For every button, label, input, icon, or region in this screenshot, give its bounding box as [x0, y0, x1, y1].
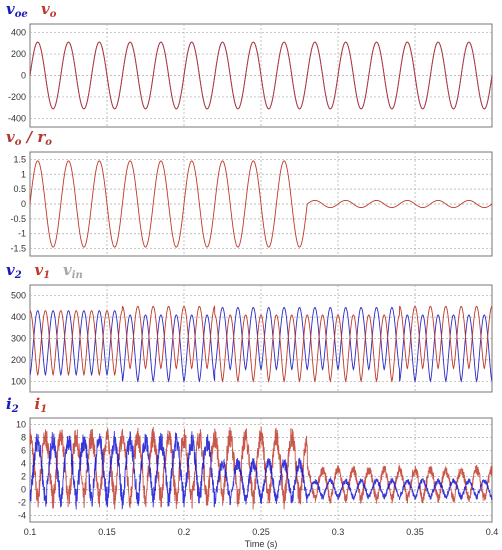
panel-3: 100 200 300 400 500 v2 v1 vin — [6, 261, 493, 393]
y-tick-label: 100 — [11, 376, 26, 386]
x-tick-label: 0.15 — [98, 527, 116, 537]
legend-label: voe — [6, 0, 28, 20]
y-tick-label: 300 — [11, 334, 26, 344]
series-line-v-o-r-o — [29, 160, 493, 248]
y-tick-label: 0 — [21, 485, 26, 495]
y-tick-label: 8 — [21, 433, 26, 443]
series-line-v-2 — [29, 306, 493, 383]
x-tick-label: 0.25 — [252, 527, 270, 537]
series-line-v-1 — [29, 305, 493, 383]
y-tick-label: 0.5 — [13, 184, 26, 194]
y-tick-label: 1.5 — [13, 154, 26, 164]
y-tick-label: 6 — [21, 446, 26, 456]
legend-label: i2 — [6, 395, 19, 415]
panel-4: -4 -2 0 2 4 6 8 10 i2 i1 0.1 0.15 0.2 0.25 0.3 0.35 0.4 T… — [6, 395, 498, 549]
y-tick-label: -1.5 — [10, 244, 26, 254]
y-tick-label: 200 — [11, 355, 26, 365]
x-tick-label: 0.3 — [332, 527, 345, 537]
x-axis-title: Time (s) — [245, 539, 278, 549]
y-tick-label: -200 — [8, 92, 26, 102]
x-tick-label: 0.2 — [178, 527, 191, 537]
series-line-i-1 — [29, 426, 493, 510]
series-line-i-2 — [29, 430, 493, 510]
y-tick-label: 400 — [11, 312, 26, 322]
y-tick-label: 4 — [21, 459, 26, 469]
y-tick-label: 2 — [21, 472, 26, 482]
y-tick-label: 1 — [21, 169, 26, 179]
y-tick-label: -1 — [18, 229, 26, 239]
y-tick-label: 0 — [21, 71, 26, 81]
y-tick-label: 400 — [11, 28, 26, 38]
legend-label: v2 — [6, 261, 22, 281]
x-tick-label: 0.35 — [406, 527, 424, 537]
x-tick-label: 0.1 — [24, 527, 37, 537]
y-tick-label: -2 — [18, 498, 26, 508]
y-tick-label: -4 — [18, 511, 26, 521]
legend-label: i1 — [35, 395, 48, 415]
y-tick-label: 0 — [21, 199, 26, 209]
legend-label: vin — [63, 261, 83, 281]
legend-label: vo / ro — [6, 128, 52, 148]
y-tick-label: -0.5 — [10, 214, 26, 224]
y-tick-label: 200 — [11, 49, 26, 59]
y-tick-label: 500 — [11, 291, 26, 301]
x-tick-label: 0.4 — [486, 527, 499, 537]
series-line-v-o — [29, 41, 493, 110]
y-tick-label: -400 — [8, 113, 26, 123]
legend-label: v1 — [35, 261, 51, 281]
y-tick-label: 10 — [16, 420, 26, 430]
panel-2: -1.5 -1 -0.5 0 0.5 1 1.5 vo / ro — [6, 128, 493, 257]
panel-1: -400 -200 0 200 400 voe vo — [6, 0, 493, 128]
legend-label: vo — [41, 0, 57, 20]
